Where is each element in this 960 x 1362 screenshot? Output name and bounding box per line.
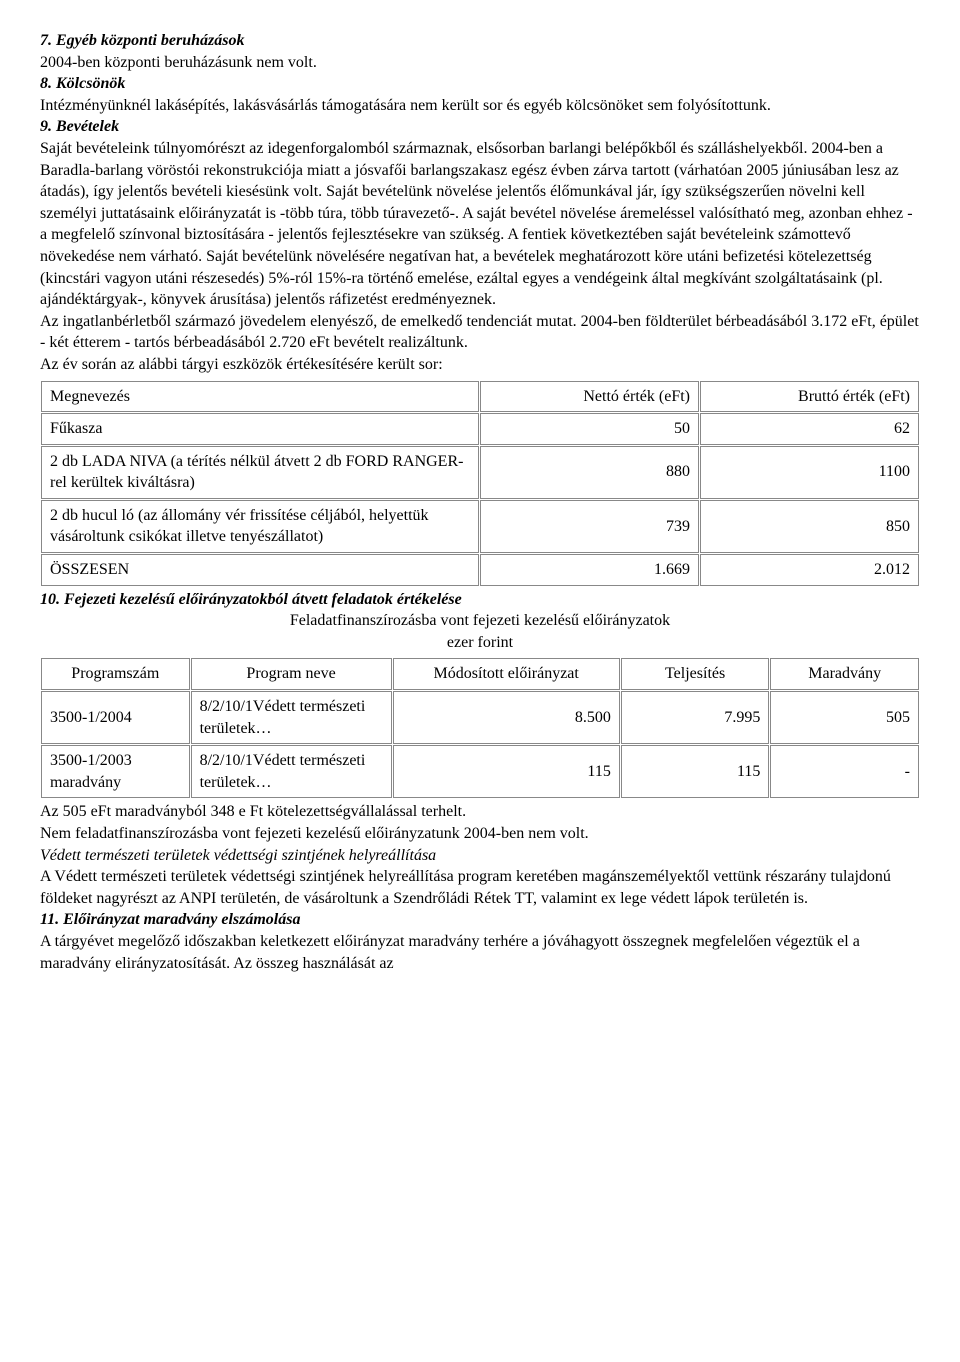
col-programszam: Programszám [41, 658, 190, 690]
table-row: 3500-1/2004 8/2/10/1Védett természeti te… [41, 691, 919, 744]
cell-teljesites: 7.995 [621, 691, 770, 744]
cell-maradvany: - [770, 745, 919, 798]
cell-name: 2 db LADA NIVA (a térítés nélkül átvett … [41, 446, 479, 499]
table-row-total: ÖSSZESEN 1.669 2.012 [41, 554, 919, 586]
table-row: 2 db LADA NIVA (a térítés nélkül átvett … [41, 446, 919, 499]
section-10-subtitle-2: ezer forint [40, 632, 920, 654]
section-9-heading: 9. Bevételek [40, 116, 920, 138]
table-row: Fűkasza 50 62 [41, 413, 919, 445]
section-10-heading: 10. Fejezeti kezelésű előirányzatokból á… [40, 589, 920, 611]
after-table-line-2: Nem feladatfinanszírozásba vont fejezeti… [40, 823, 920, 845]
asset-sale-table: Megnevezés Nettó érték (eFt) Bruttó érté… [40, 380, 920, 587]
section-10-subtitle-1: Feladatfinanszírozásba vont fejezeti kez… [40, 610, 920, 632]
after-table-line-1: Az 505 eFt maradványból 348 e Ft kötelez… [40, 801, 920, 823]
col-brutto-header: Bruttó érték (eFt) [700, 381, 919, 413]
section-9-body-3: Az év során az alábbi tárgyi eszközök ér… [40, 354, 920, 376]
col-modositott: Módosított előirányzat [393, 658, 620, 690]
table-row: 3500-1/2003 maradvány 8/2/10/1Védett ter… [41, 745, 919, 798]
section-9-body-2: Az ingatlanbérletből származó jövedelem … [40, 311, 920, 354]
program-table: Programszám Program neve Módosított elői… [40, 657, 920, 799]
cell-modositott: 115 [393, 745, 620, 798]
col-maradvany: Maradvány [770, 658, 919, 690]
section-9-body-1: Saját bevételeink túlnyomórészt az idege… [40, 138, 920, 311]
col-netto-header: Nettó érték (eFt) [480, 381, 699, 413]
table-header-row: Programszám Program neve Módosított elői… [41, 658, 919, 690]
cell-modositott: 8.500 [393, 691, 620, 744]
table-row: 2 db hucul ló (az állomány vér frissítés… [41, 500, 919, 553]
cell-brutto: 1100 [700, 446, 919, 499]
cell-programszam: 3500-1/2003 maradvány [41, 745, 190, 798]
after-table-line-4: A Védett természeti területek védettségi… [40, 866, 920, 909]
col-name-header: Megnevezés [41, 381, 479, 413]
section-8-heading: 8. Kölcsönök [40, 73, 920, 95]
section-8-body: Intézményünknél lakásépítés, lakásvásárl… [40, 95, 920, 117]
cell-netto: 1.669 [480, 554, 699, 586]
cell-netto: 739 [480, 500, 699, 553]
col-teljesites: Teljesítés [621, 658, 770, 690]
table-header-row: Megnevezés Nettó érték (eFt) Bruttó érté… [41, 381, 919, 413]
section-11-heading: 11. Előirányzat maradvány elszámolása [40, 909, 920, 931]
cell-netto: 50 [480, 413, 699, 445]
cell-brutto: 62 [700, 413, 919, 445]
cell-name: ÖSSZESEN [41, 554, 479, 586]
cell-netto: 880 [480, 446, 699, 499]
cell-programneve: 8/2/10/1Védett természeti területek… [191, 745, 392, 798]
section-11-body: A tárgyévet megelőző időszakban keletkez… [40, 931, 920, 974]
section-7-heading: 7. Egyéb központi beruházások [40, 30, 920, 52]
cell-programneve: 8/2/10/1Védett természeti területek… [191, 691, 392, 744]
cell-maradvany: 505 [770, 691, 919, 744]
cell-name: Fűkasza [41, 413, 479, 445]
cell-teljesites: 115 [621, 745, 770, 798]
after-table-line-3: Védett természeti területek védettségi s… [40, 845, 920, 867]
cell-brutto: 850 [700, 500, 919, 553]
col-programneve: Program neve [191, 658, 392, 690]
cell-brutto: 2.012 [700, 554, 919, 586]
cell-name: 2 db hucul ló (az állomány vér frissítés… [41, 500, 479, 553]
section-7-body: 2004-ben központi beruházásunk nem volt. [40, 52, 920, 74]
cell-programszam: 3500-1/2004 [41, 691, 190, 744]
